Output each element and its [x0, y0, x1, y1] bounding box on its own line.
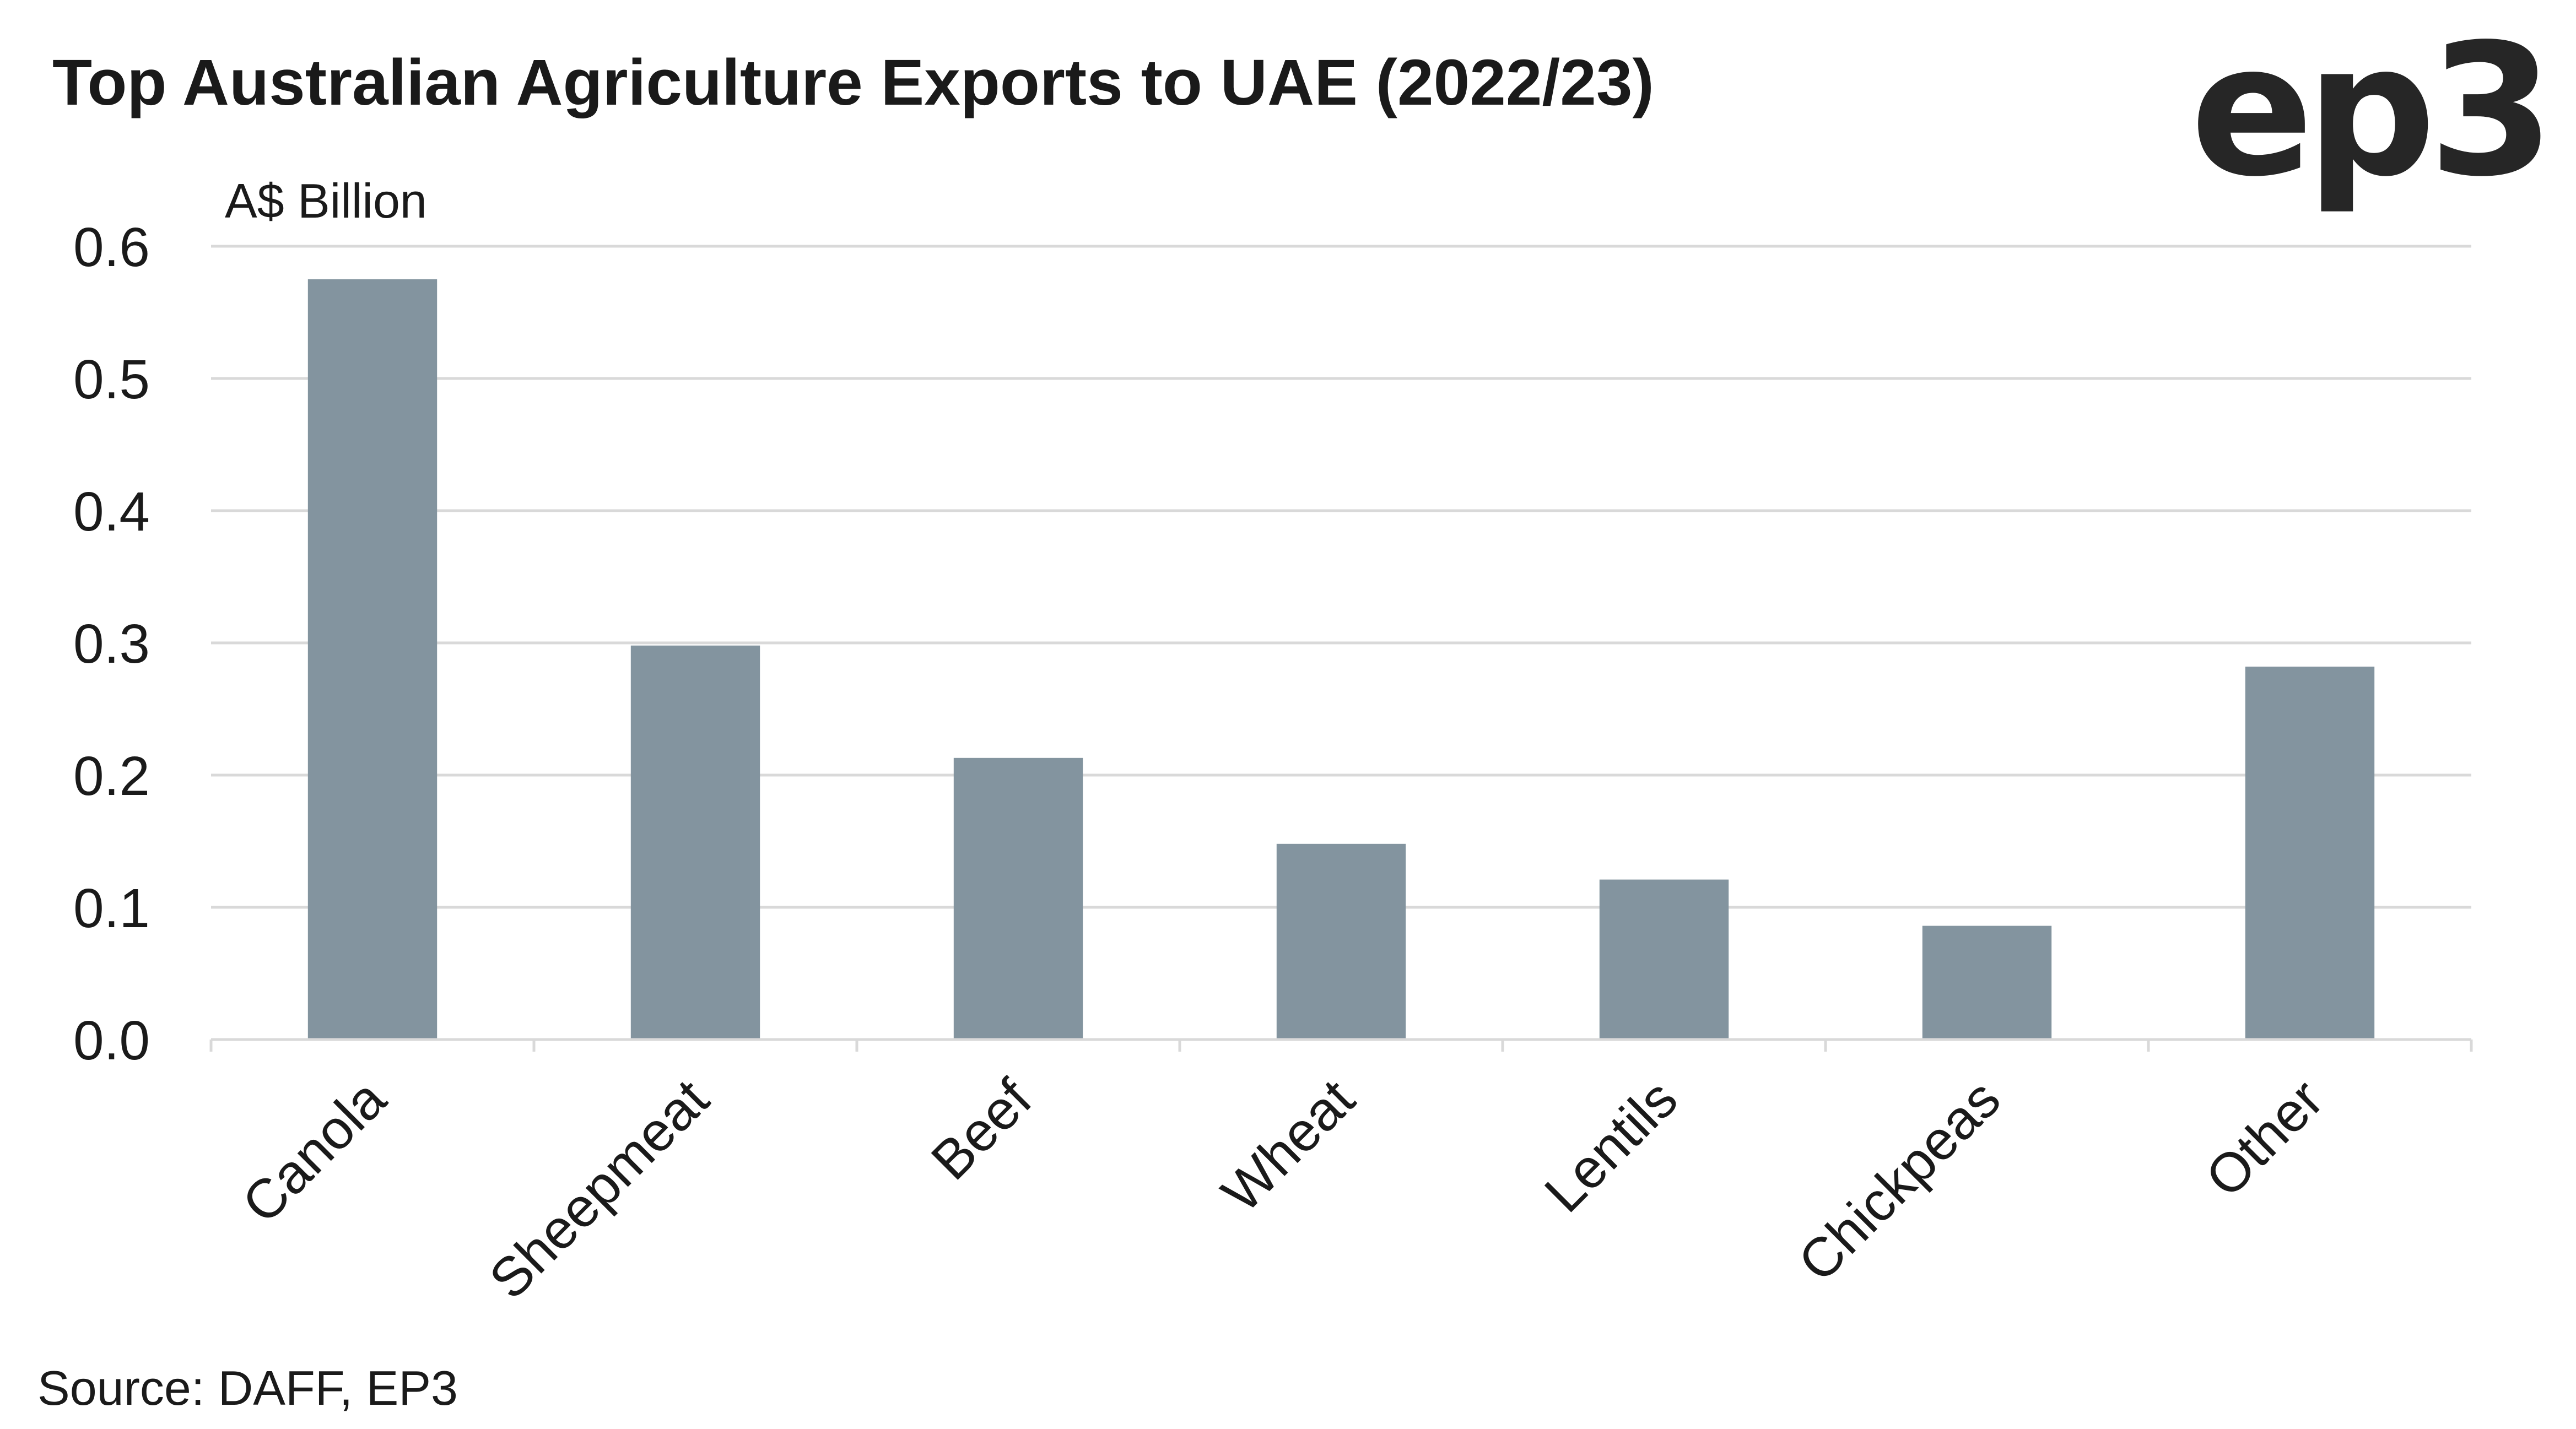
y-tick-label: 0.5	[73, 349, 150, 410]
x-axis	[209, 1038, 2473, 1052]
x-tick-label: Beef	[920, 1068, 1044, 1192]
y-tick-label: 0.1	[73, 878, 150, 939]
gridlines	[211, 245, 2471, 909]
y-tick-label: 0.3	[73, 613, 150, 675]
x-tick-label: Sheepmeat	[478, 1068, 721, 1311]
bar-beef	[953, 757, 1083, 1040]
ep3-logo: ep3	[2190, 5, 2547, 216]
y-tick-label: 0.0	[73, 1010, 150, 1071]
bar-wheat	[1276, 843, 1406, 1040]
y-axis-unit-label: A$ Billion	[225, 174, 427, 228]
y-tick-label: 0.4	[73, 481, 150, 543]
x-tick-label: Canola	[230, 1068, 398, 1235]
y-tick-label: 0.2	[73, 745, 150, 807]
bar-lentils	[1599, 879, 1729, 1040]
x-tick-label: Chickpeas	[1786, 1068, 2012, 1293]
y-tick-label: 0.6	[73, 216, 150, 278]
bar-chickpeas	[1922, 925, 2052, 1040]
bar-other	[2245, 667, 2375, 1040]
y-axis-ticks: 0.0 0.1 0.2 0.3 0.4 0.5 0.6	[73, 216, 150, 1071]
x-tick-label: Wheat	[1210, 1068, 1367, 1224]
chart-title: Top Australian Agriculture Exports to UA…	[52, 46, 1654, 119]
x-axis-ticks: Canola Sheepmeat Beef Wheat Lentils Chickpeas…	[230, 1068, 2335, 1311]
bar-canola	[307, 279, 438, 1040]
bar-sheepmeat	[630, 645, 760, 1040]
x-tick-label: Other	[2194, 1068, 2335, 1209]
bars	[307, 279, 2375, 1040]
x-tick-label: Lentils	[1533, 1068, 1689, 1224]
source-note: Source: DAFF, EP3	[37, 1361, 458, 1415]
